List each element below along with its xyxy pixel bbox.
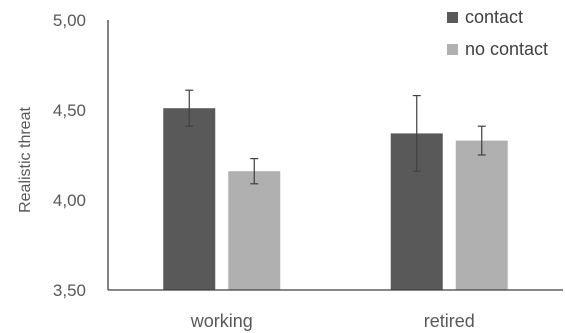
bar-contact-working [163,108,216,290]
y-tick-label: 5,00 [53,11,86,30]
x-category-label: retired [424,311,475,331]
x-category-label: working [190,311,253,331]
error-bars [185,89,486,185]
bar-no-contact-working [228,171,281,290]
legend-label: contact [465,7,523,27]
y-tick-label: 4,00 [53,191,86,210]
legend-swatch-no-contact [447,44,458,55]
y-tick-labels: 3,50 4,00 4,50 5,00 [53,11,86,300]
legend-label: no contact [465,39,548,59]
legend: contact no contact [447,7,548,59]
y-tick-label: 4,50 [53,101,86,120]
y-axis-title: Realistic threat [17,107,34,213]
bars [163,108,508,290]
legend-swatch-contact [447,12,458,23]
x-category-labels: working retired [190,311,475,331]
y-tick-label: 3,50 [53,281,86,300]
bar-no-contact-retired [455,140,508,290]
